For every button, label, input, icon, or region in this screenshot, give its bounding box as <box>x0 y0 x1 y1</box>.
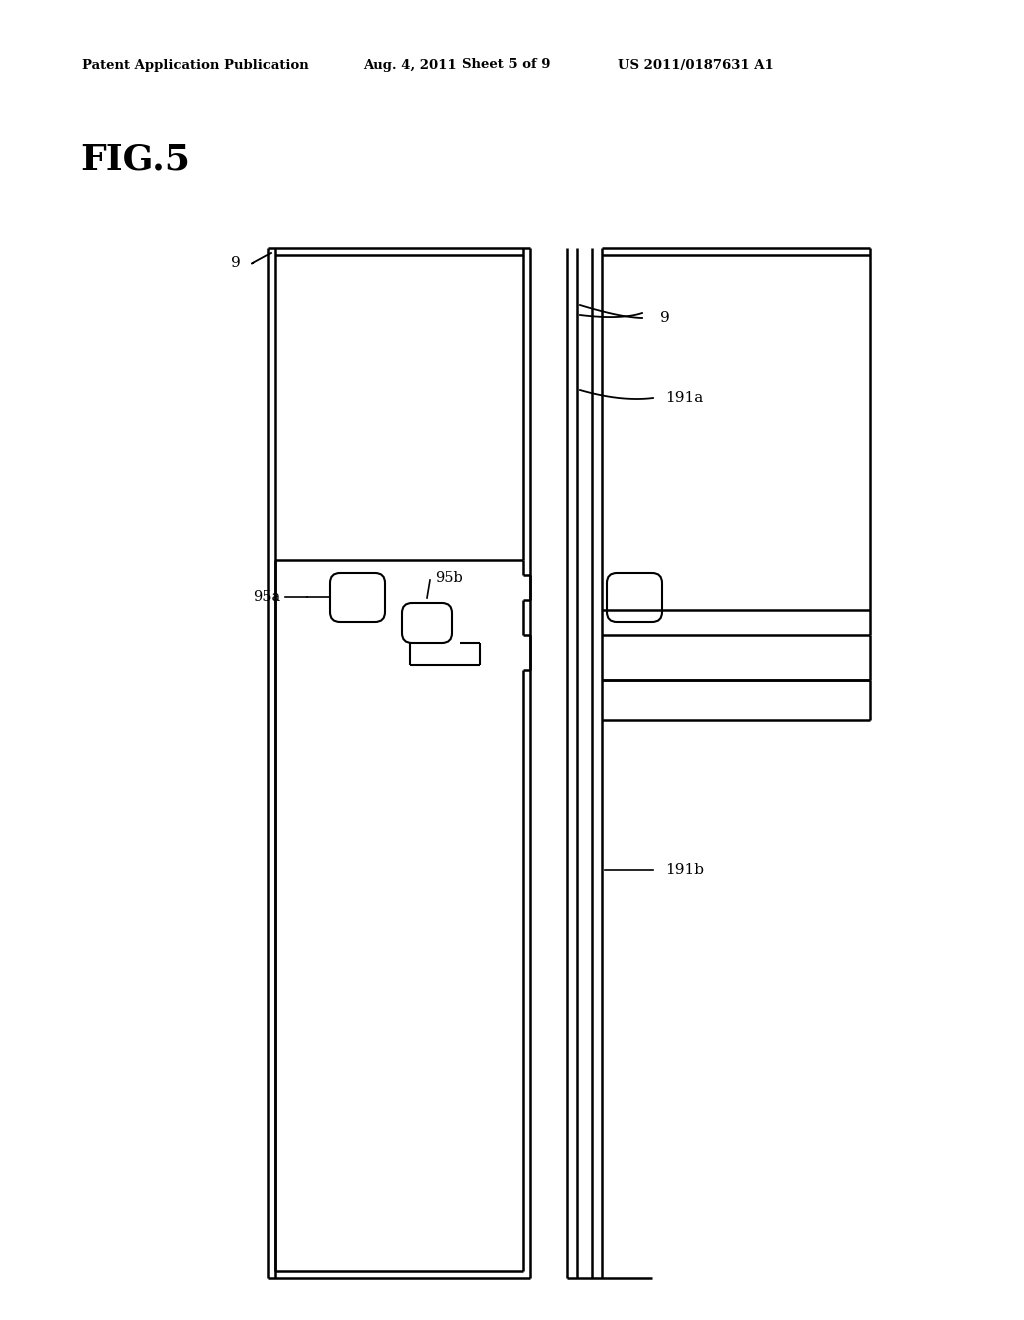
Text: 95a: 95a <box>253 590 280 605</box>
Text: 95b: 95b <box>435 572 463 585</box>
Text: FIG.5: FIG.5 <box>80 143 190 177</box>
Text: Patent Application Publication: Patent Application Publication <box>82 58 309 71</box>
Text: 191a: 191a <box>665 391 703 405</box>
FancyBboxPatch shape <box>607 573 662 622</box>
FancyBboxPatch shape <box>330 573 385 622</box>
Text: 9: 9 <box>660 312 670 325</box>
Text: 191b: 191b <box>665 863 705 876</box>
Text: Sheet 5 of 9: Sheet 5 of 9 <box>462 58 551 71</box>
Text: Aug. 4, 2011: Aug. 4, 2011 <box>362 58 457 71</box>
Text: 9: 9 <box>231 256 241 271</box>
FancyBboxPatch shape <box>402 603 452 643</box>
Text: US 2011/0187631 A1: US 2011/0187631 A1 <box>618 58 774 71</box>
